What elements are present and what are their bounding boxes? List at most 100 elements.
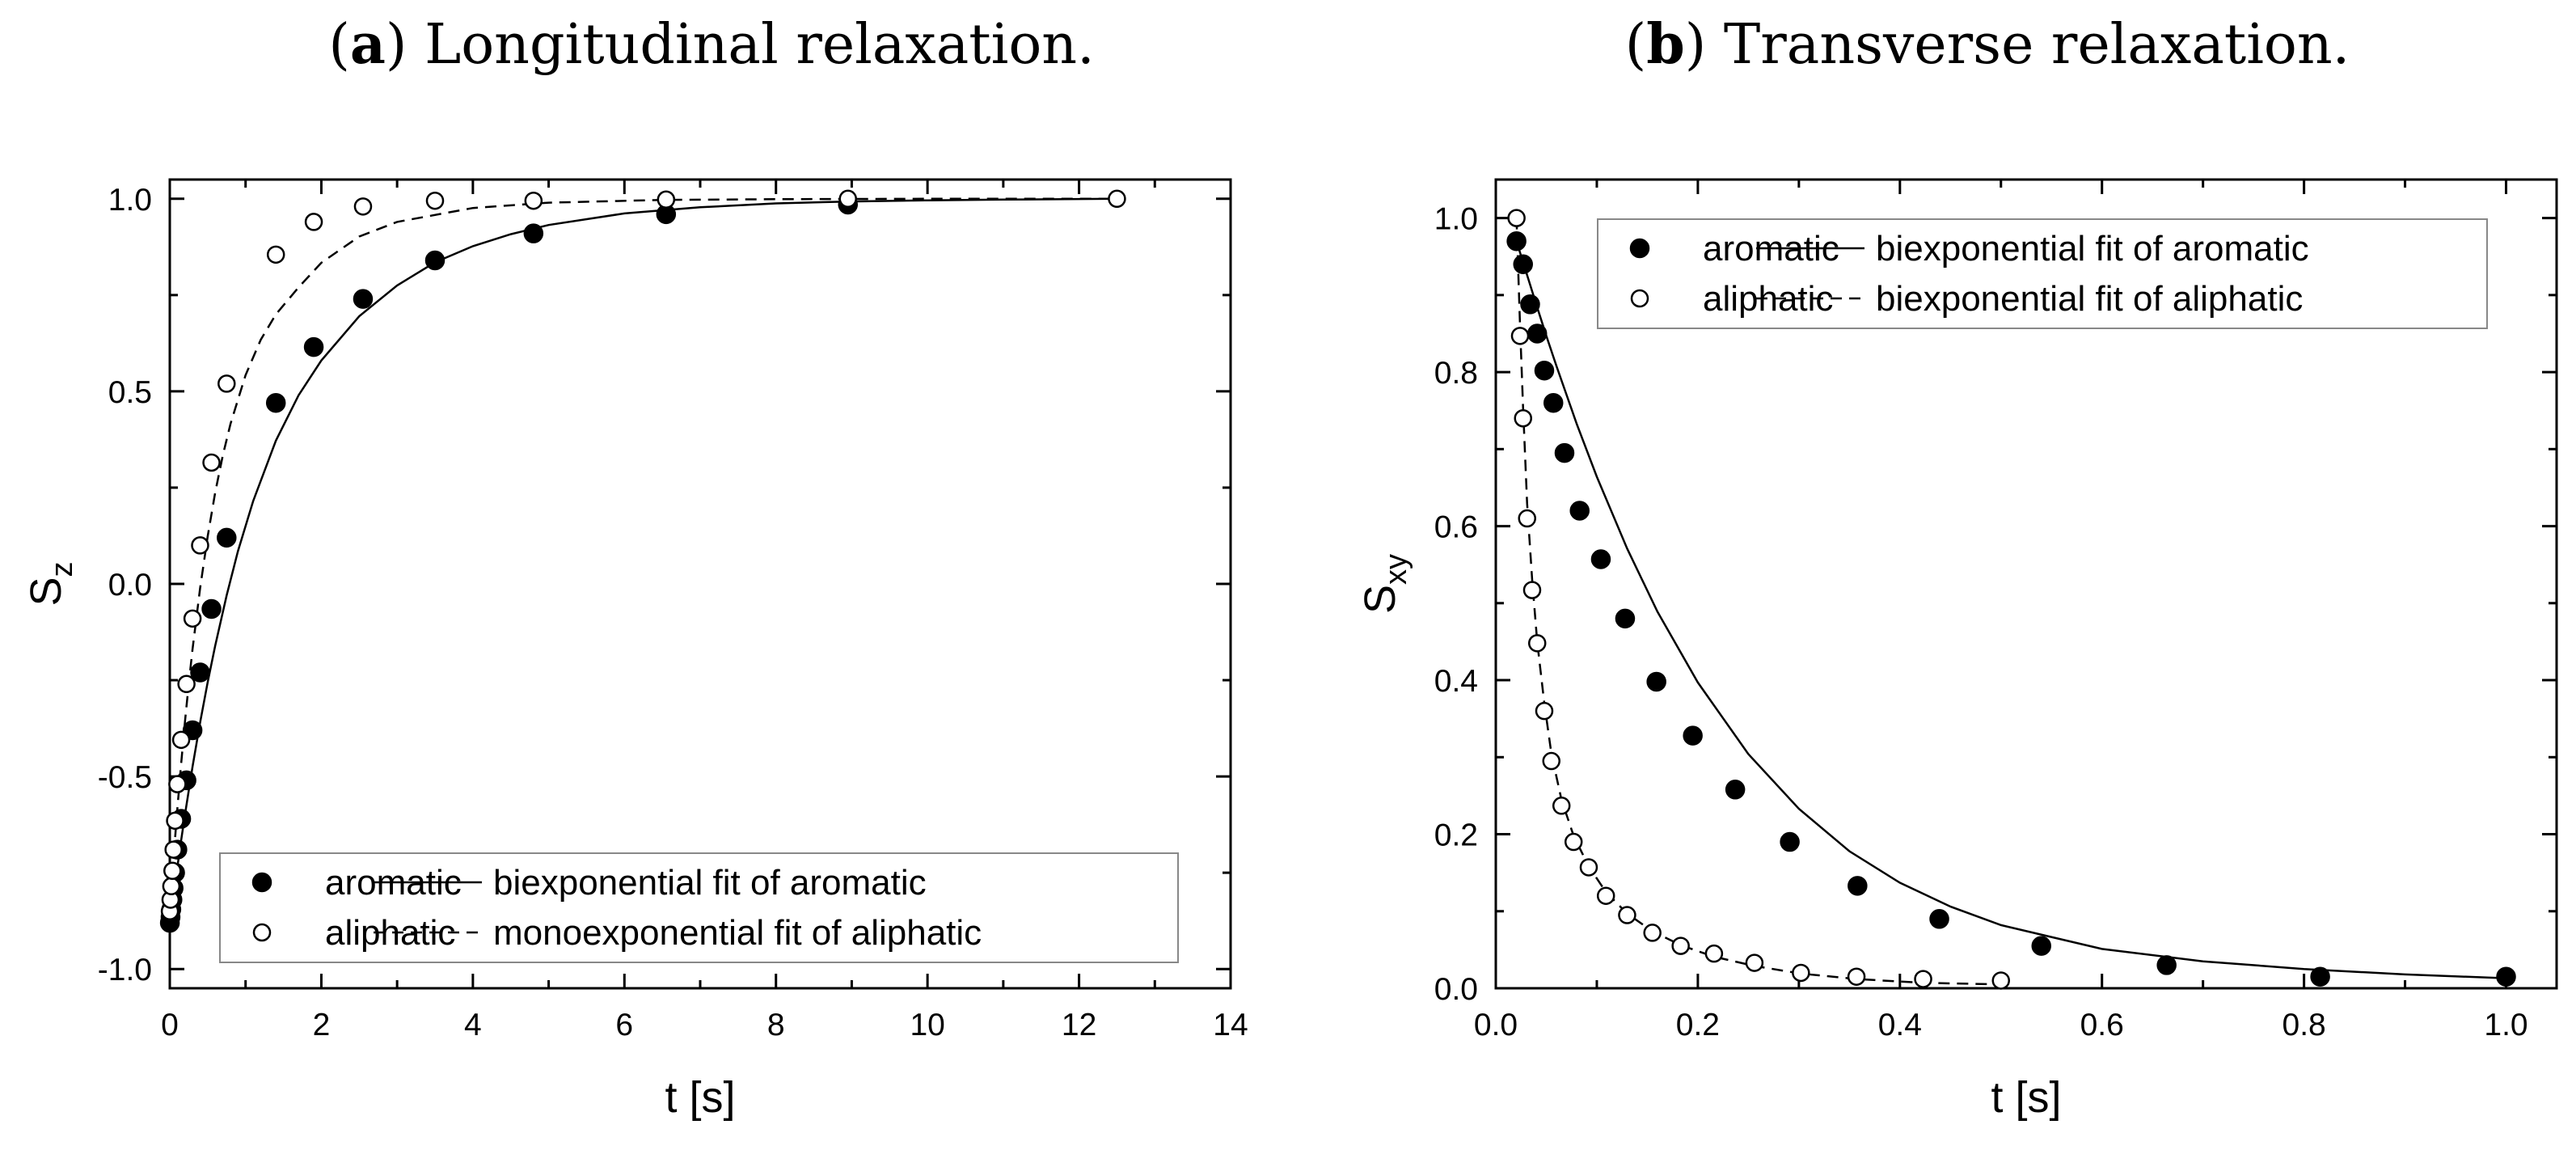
panel-b-point-aliphatic: [1671, 936, 1690, 955]
panel-b-point-aromatic: [1520, 294, 1540, 315]
panel-a-fit-curve-aromatic: [168, 197, 1117, 924]
panel-a-title-text: Longitudinal relaxation.: [424, 13, 1095, 77]
panel-b-point-aromatic: [1534, 360, 1555, 381]
panel-a-point-aliphatic: [183, 609, 202, 628]
panel-b-x-tick-label: 0.6: [2080, 1008, 2124, 1042]
panel-a-x-tick-label: 12: [1062, 1008, 1096, 1042]
panel-b-x-tick-label: 1.0: [2484, 1008, 2527, 1042]
panel-b-point-aliphatic: [1514, 408, 1532, 428]
panel-b-point-aromatic: [1569, 501, 1590, 521]
panel-b-point-aliphatic: [1745, 953, 1764, 972]
panel-a-point-aliphatic: [168, 775, 187, 793]
panel-b-x-axis-label: t [s]: [1991, 1073, 2061, 1122]
panel-a-y-tick-label: -0.5: [98, 760, 152, 795]
panel-b-letter: b: [1646, 12, 1685, 77]
panel-a-point-aliphatic: [657, 190, 676, 209]
panel-b-legend-fit-label-aliphatic: biexponential fit of aliphatic: [1876, 279, 2303, 319]
panel-a-point-aromatic: [201, 598, 222, 619]
panel-b-point-aliphatic: [1914, 970, 1932, 988]
panel-b-point-aliphatic: [1991, 971, 2011, 990]
panel-b-point-aromatic: [1683, 725, 1703, 746]
panel-a-x-tick-label: 10: [910, 1008, 944, 1042]
panel-b-x-tick-label: 0.0: [1474, 1008, 1518, 1042]
panel-a-point-aliphatic: [191, 536, 209, 555]
panel-b-point-aromatic: [1527, 323, 1548, 344]
panel-b-legend-label-aliphatic: aliphatic: [1703, 279, 1833, 319]
panel-b-point-aliphatic: [1527, 634, 1547, 653]
panel-a-y-axis-label-sub: z: [45, 561, 79, 577]
panel-b-legend: [1597, 218, 2488, 329]
panel-b-point-aliphatic: [1564, 832, 1583, 852]
panel-b-point-aliphatic: [1643, 924, 1662, 942]
panel-a-point-aromatic: [424, 250, 446, 271]
panel-b-y-tick-label: 1.0: [1434, 202, 1478, 237]
panel-a-point-aliphatic: [163, 861, 182, 881]
panel-a-point-aromatic: [217, 527, 237, 548]
panel-a-y-tick-label: 0.0: [108, 568, 152, 602]
panel-b-y-axis-label-main: S: [1356, 585, 1404, 614]
panel-b-point-aromatic: [1780, 831, 1800, 852]
panel-b-y-axis-label-sub: xy: [1379, 554, 1413, 585]
panel-b-x-tick-label: 0.4: [1878, 1008, 1922, 1042]
panel-b-legend-marker-aliphatic: [1630, 289, 1649, 308]
panel-a-x-tick-label: 14: [1213, 1008, 1248, 1042]
panel-a-legend-marker-aliphatic: [252, 923, 272, 942]
panel-a-legend-fit-label-aliphatic: monoexponential fit of aliphatic: [493, 913, 982, 953]
panel-a-point-aliphatic: [217, 374, 236, 393]
panel-a-point-aromatic: [303, 336, 324, 357]
panel-a-point-aromatic: [265, 392, 286, 413]
panel-a-point-aliphatic: [202, 453, 221, 472]
panel-a-point-aromatic: [523, 223, 544, 243]
panel-b-point-aliphatic: [1792, 963, 1810, 983]
panel-b-point-aromatic: [1646, 671, 1666, 692]
panel-b-title-text: Transverse relaxation.: [1724, 13, 2350, 77]
panel-b-y-tick-label: 0.0: [1434, 972, 1478, 1007]
panel-b-point-aromatic: [1848, 876, 1868, 896]
panel-b-legend-fit-label-aromatic: biexponential fit of aromatic: [1876, 229, 2309, 268]
panel-b-point-aromatic: [1615, 608, 1636, 629]
panel-b-point-aliphatic: [1596, 886, 1615, 905]
panel-b-point-aliphatic: [1535, 701, 1554, 721]
panel-b-x-tick-label: 0.2: [1676, 1008, 1720, 1042]
panel-b-point-aliphatic: [1507, 209, 1526, 227]
panel-b-point-aliphatic: [1579, 858, 1598, 877]
panel-a-fit-curve-aliphatic: [168, 197, 1117, 911]
panel-b-point-aromatic: [1513, 254, 1533, 275]
panel-a-point-aliphatic: [425, 191, 445, 210]
panel-a-y-tick-label: 1.0: [108, 183, 152, 218]
panel-b-point-aromatic: [2031, 936, 2051, 956]
panel-b-y-tick-label: 0.4: [1434, 664, 1478, 699]
panel-a-x-tick-label: 4: [464, 1008, 482, 1042]
plot-b: 0.0 0.2 0.4 0.6 0.8 1.0 0.0 0.2 0.4 0.6 0.8 1.0 t [s…: [1356, 178, 2558, 1122]
panel-a-x-axis-label: t [s]: [665, 1073, 735, 1122]
panel-b-point-aromatic: [1929, 909, 1949, 929]
panel-a-y-axis-label-main: S: [22, 577, 70, 606]
panel-a-point-aliphatic: [162, 877, 181, 896]
panel-a-point-aromatic: [190, 662, 210, 683]
panel-b-point-aliphatic: [1552, 797, 1571, 815]
panel-b-point-aromatic: [1506, 230, 1527, 252]
panel-a-point-aliphatic: [353, 197, 373, 216]
panel-a-point-aliphatic: [166, 811, 184, 831]
panel-a-point-aliphatic: [304, 213, 323, 231]
panel-a-legend-fit-label-aromatic: biexponential fit of aromatic: [493, 863, 927, 903]
panel-b-point-aromatic: [1543, 392, 1564, 413]
panel-b-y-axis-label: Sxy: [1356, 554, 1413, 614]
panel-b-point-aromatic: [2496, 966, 2516, 987]
panel-b-point-aromatic: [2156, 955, 2177, 975]
panel-b-y-tick-label: 0.2: [1434, 818, 1478, 853]
panel-a-legend-marker-aromatic: [251, 872, 272, 893]
panel-b-x-tick-label: 0.8: [2283, 1008, 2326, 1042]
panel-a-point-aliphatic: [164, 840, 183, 859]
panel-b-point-aromatic: [1554, 442, 1575, 463]
panel-b-y-tick-label: 0.6: [1434, 510, 1478, 545]
panel-b-legend-marker-aromatic: [1629, 238, 1650, 259]
panel-b-point-aliphatic: [1510, 327, 1530, 345]
panel-a-point-aliphatic: [171, 730, 191, 750]
panel-a-title: (a) Longitudinal relaxation.: [328, 12, 1094, 77]
panel-a-point-aliphatic: [838, 189, 857, 209]
panel-b-point-aromatic: [1725, 780, 1746, 800]
panel-a-point-aliphatic: [524, 191, 543, 210]
panel-a-y-axis-label: Sz: [22, 561, 79, 606]
